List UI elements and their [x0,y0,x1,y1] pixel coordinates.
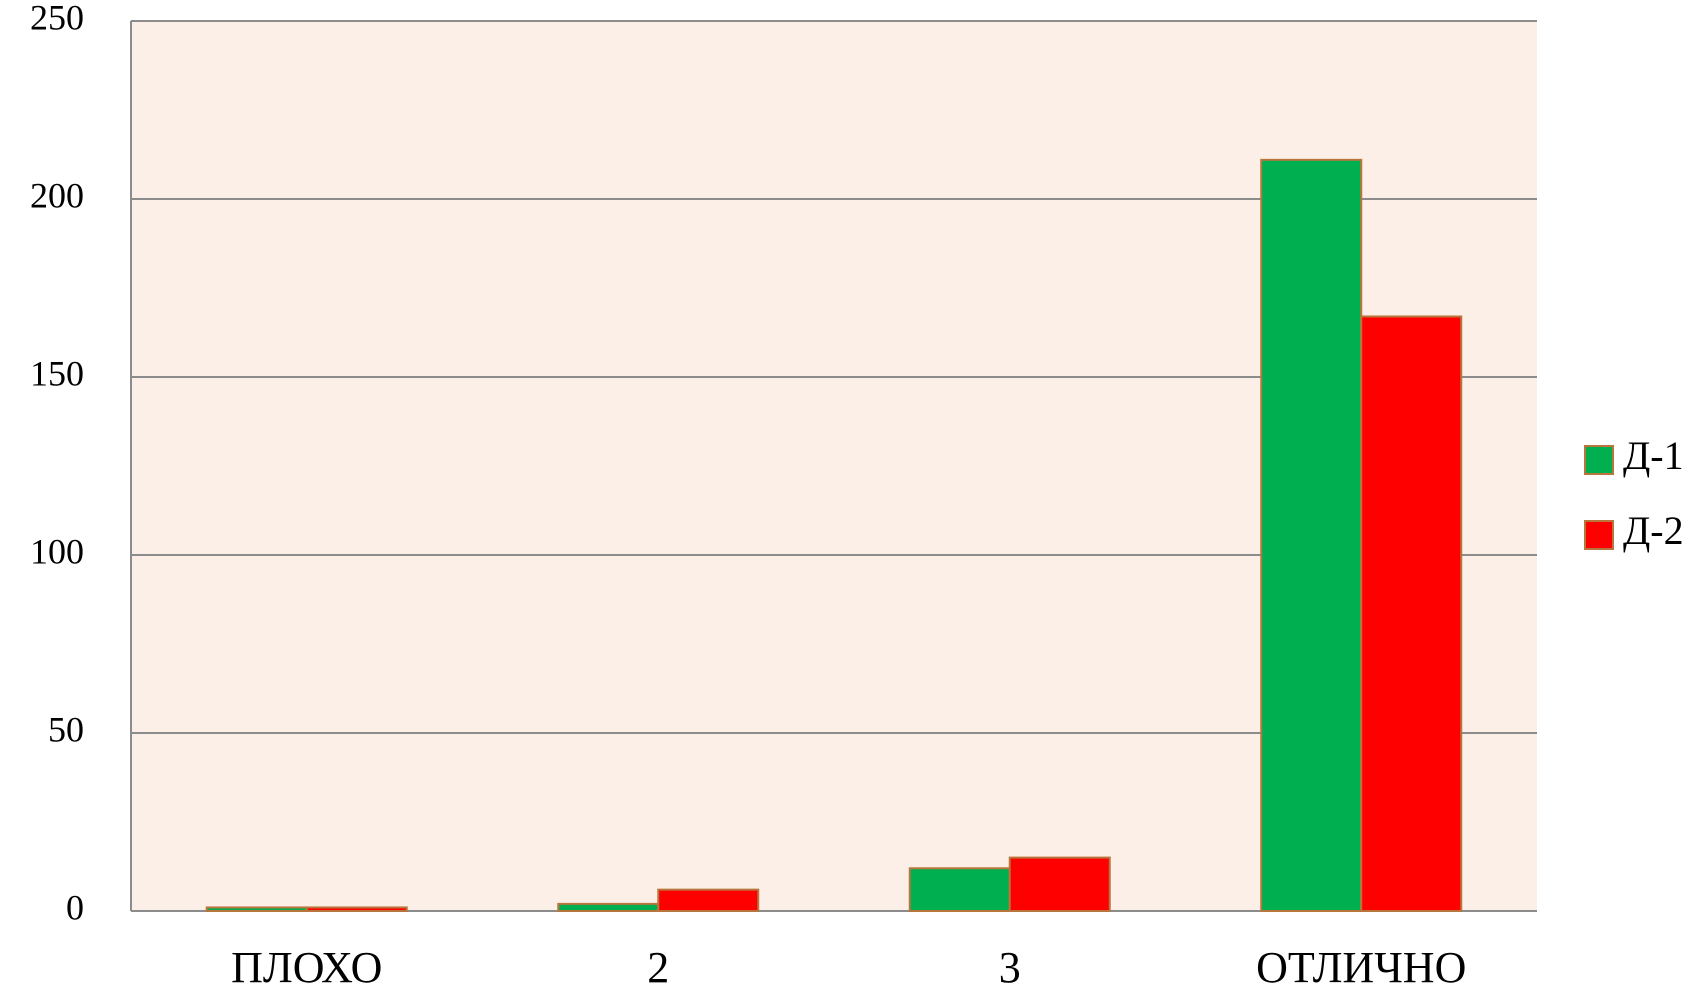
legend-swatch [1584,520,1614,550]
bar [205,906,308,913]
x-tick-label: ОТЛИЧНО [1256,943,1466,991]
y-tick-label: 50 [48,709,84,749]
legend-swatch [1584,445,1614,475]
y-tick-label: 150 [30,353,84,393]
bar [657,888,760,913]
y-tick-label: 200 [30,175,84,215]
y-tick-label: 250 [30,0,84,37]
bar [557,902,660,913]
legend-label: Д-1 [1623,433,1684,478]
legend-label: Д-2 [1623,508,1684,553]
bar [1260,158,1363,912]
x-tick-label: 2 [647,943,669,991]
y-tick-label: 100 [30,531,84,571]
x-tick-label: 3 [999,943,1021,991]
bar [1008,856,1111,912]
bar [305,906,408,913]
bar [1360,315,1463,913]
x-tick-label: ПЛОХО [231,943,382,991]
y-tick-label: 0 [66,887,84,927]
bar [908,867,1011,913]
